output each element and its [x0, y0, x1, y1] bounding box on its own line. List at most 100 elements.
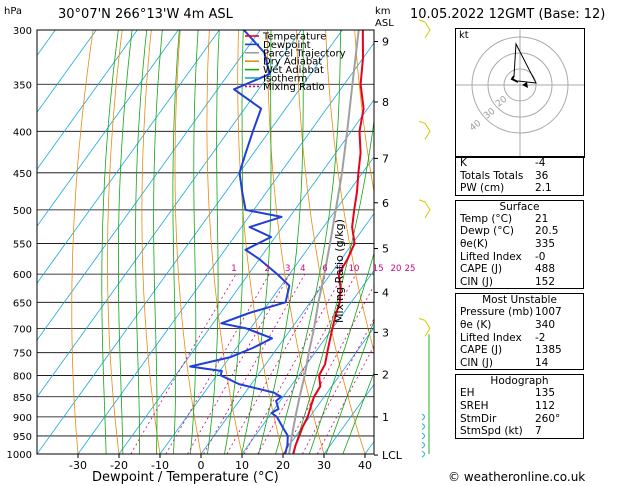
mixing-ratio-label-6: 6: [322, 264, 327, 274]
pressure-tick-650: 650: [13, 298, 32, 309]
wet-adiabat: [172, 30, 180, 454]
dry-adiabat: [71, 30, 94, 454]
temp-tick-10: 10: [235, 459, 249, 472]
wind-barb: [418, 120, 431, 140]
pressure-tick-900: 900: [13, 413, 32, 424]
dry-adiabat: [354, 30, 374, 194]
mixing-ratio-label-1: 1: [231, 264, 236, 274]
k-value: -4: [535, 157, 546, 169]
wet-adiabat: [224, 30, 244, 454]
isotherm-line: [37, 30, 302, 398]
km-tick-4: 4: [382, 286, 389, 299]
indices-tables: K -4 Totals Totals 36 PW (cm) 2.1 Surface T…: [455, 156, 584, 443]
pw-label: PW (cm): [460, 182, 505, 195]
km-tick-LCL: LCL: [382, 449, 403, 462]
hodograph: kt 40 30 20: [455, 28, 585, 158]
isotherm-line: [241, 269, 374, 454]
pressure-tick-800: 800: [13, 371, 32, 382]
pressure-tick-550: 550: [13, 239, 32, 250]
pressure-tick-700: 700: [13, 324, 32, 335]
asl-axis-label: ASL: [375, 18, 394, 29]
dry-adiabat: [141, 30, 161, 454]
isotherm-line: [282, 326, 374, 454]
km-tick-2: 2: [382, 369, 389, 382]
series-parcel-trajectory: [288, 30, 360, 454]
km-tick-1: 1: [382, 411, 389, 424]
wind-barb: [418, 317, 431, 337]
mixing-ratio-line: [283, 284, 374, 454]
dry-adiabat: [584, 18, 629, 471]
wind-barb-low: [421, 432, 425, 440]
dry-adiabat: [325, 30, 374, 353]
wet-adiabat: [325, 319, 374, 454]
wet-adiabat: [308, 252, 374, 454]
temp-tick-40: 40: [358, 459, 372, 472]
isotherm-line: [37, 30, 97, 114]
mixing-ratio-label-10: 10: [349, 264, 360, 274]
hodograph-unit: kt: [459, 30, 469, 41]
wind-barb-low: [421, 450, 425, 458]
x-axis-label: Dewpoint / Temperature (°C): [92, 470, 279, 485]
wind-barb: [418, 19, 431, 39]
mixing-ratio-label-25: 25: [405, 264, 416, 274]
km-axis-label: km: [375, 6, 391, 17]
mixing-ratio-label-4: 4: [300, 264, 305, 274]
pressure-tick-350: 350: [13, 80, 32, 91]
isotherm-line: [37, 30, 343, 454]
copyright: © weatheronline.co.uk: [448, 470, 586, 484]
pressure-tick-300: 300: [13, 26, 32, 37]
wet-adiabat: [153, 30, 163, 454]
km-tick-7: 7: [382, 152, 389, 165]
mixing-ratio-label-20: 20: [391, 264, 402, 274]
mixing-ratio-label-15: 15: [373, 264, 384, 274]
km-tick-6: 6: [382, 197, 389, 210]
wet-adiabat: [101, 30, 119, 454]
series-dewpoint: [189, 30, 291, 454]
indices-box: K -4 Totals Totals 36 PW (cm) 2.1: [455, 156, 584, 196]
legend-label-wet-adiabat: Wet Adiabat: [263, 65, 324, 76]
pressure-tick-400: 400: [13, 127, 32, 138]
temp-tick-30: 30: [317, 459, 331, 472]
temp-tick--20: -20: [110, 459, 128, 472]
wet-adiabat: [189, 30, 199, 454]
station-title: 30°07'N 266°13'W 4m ASL: [58, 7, 233, 22]
pressure-tick-450: 450: [13, 169, 32, 180]
mixing-ratio-line: [130, 273, 237, 454]
wet-adiabat: [241, 30, 272, 454]
legend-label-isotherm: Isotherm: [263, 74, 307, 85]
wet-adiabat: [207, 30, 220, 454]
isotherm-line: [37, 30, 261, 341]
isotherm-line: [159, 156, 374, 454]
isotherm-line: [37, 30, 138, 170]
mixing-ratio-line: [187, 273, 291, 454]
hodograph-title: Hodograph: [490, 375, 549, 388]
pw-value: 2.1: [535, 182, 552, 195]
datetime-title: 10.05.2022 12GMT (Base: 12): [410, 7, 606, 22]
hodograph-box: Hodograph EH 135 SREH 112 StmDir 260° StmSp…: [455, 374, 584, 439]
series-temperature: [292, 30, 365, 454]
temp-tick--10: -10: [151, 459, 169, 472]
isotherm-line: [37, 30, 179, 227]
km-tick-9: 9: [382, 36, 389, 49]
mixing-ratio-line: [302, 317, 374, 454]
km-tick-3: 3: [382, 326, 389, 339]
mixing-ratio-label-8: 8: [338, 264, 343, 274]
wet-adiabat: [118, 30, 133, 454]
mixing-ratio-line: [226, 273, 328, 454]
temp-tick-0: 0: [198, 459, 205, 472]
k-label: K: [460, 157, 467, 169]
km-tick-5: 5: [382, 243, 389, 256]
wind-barb-low: [421, 423, 425, 430]
mixing-ratio-line: [203, 273, 306, 454]
legend-label-temperature: Temperature: [262, 32, 326, 43]
dry-adiabat: [613, 18, 629, 471]
temp-tick--30: -30: [69, 459, 87, 472]
temp-tick-20: 20: [276, 459, 290, 472]
legend-label-parcel-trajectory: Parcel Trajectory: [263, 48, 346, 59]
pressure-tick-600: 600: [13, 270, 32, 281]
wind-barb-low: [421, 441, 425, 449]
mixing-ratio-line: [165, 273, 270, 454]
isotherm-line: [37, 30, 220, 284]
isotherm-line: [118, 99, 374, 454]
